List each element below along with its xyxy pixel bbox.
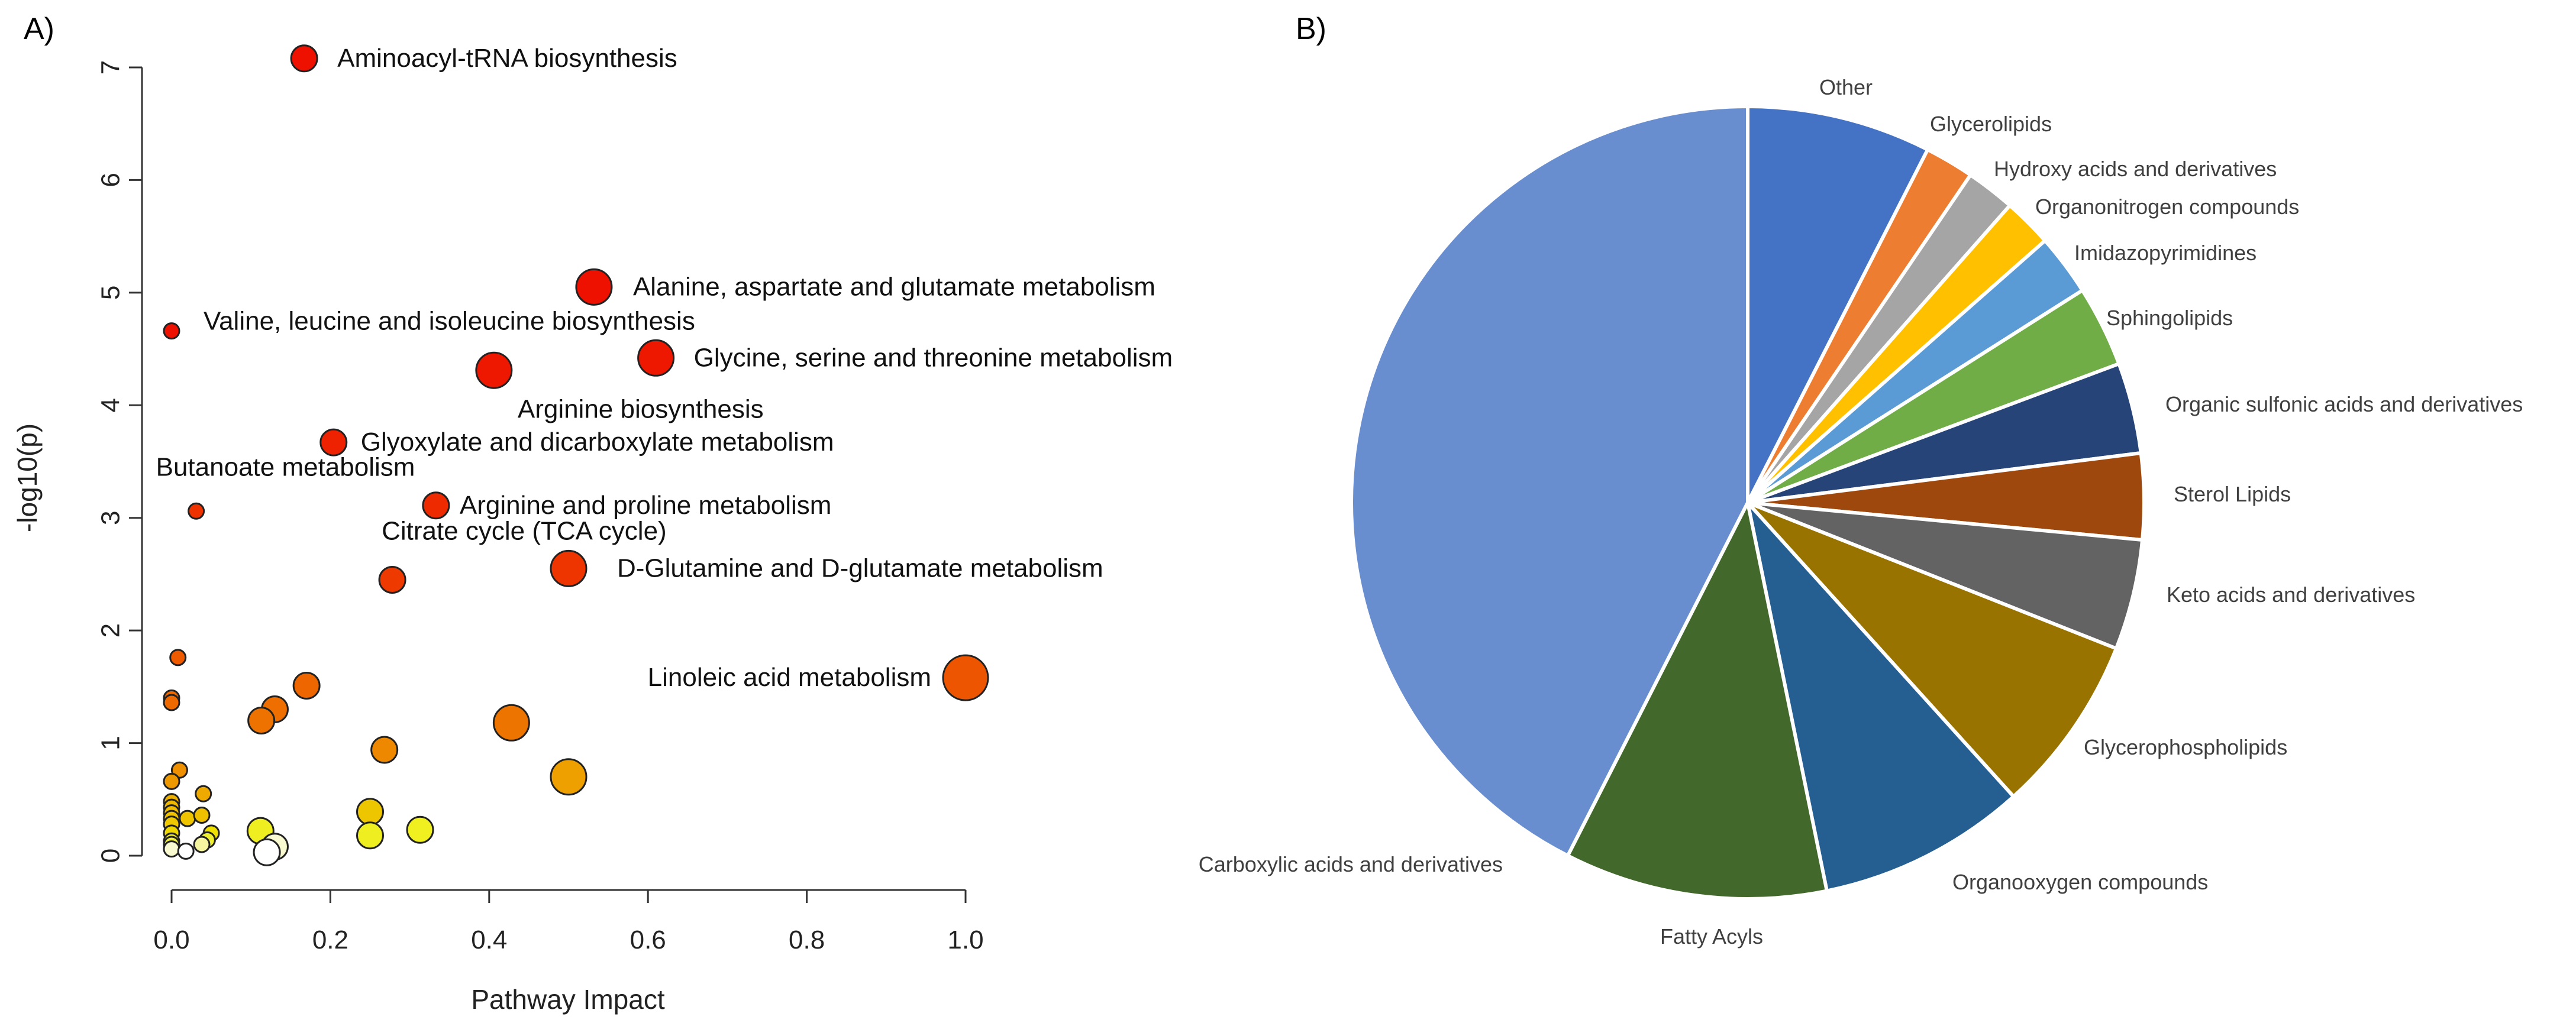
pie-slice-label: Other [1819,75,1873,99]
point-label: Citrate cycle (TCA cycle) [382,516,667,545]
x-tick-label: 0.0 [153,925,189,954]
pie-slice-label: Imidazopyrimidines [2074,241,2257,265]
scatter-points [163,44,989,866]
x-tick-label: 0.6 [630,925,666,954]
scatter-point-labeled [188,502,205,520]
x-axis-ticks: 0.0 0.2 0.4 0.6 0.8 1.0 [153,890,984,954]
y-tick-label: 4 [96,398,125,412]
pie-slice-label: Fatty Acyls [1660,924,1763,949]
y-tick-label: 2 [96,623,125,637]
point-label: Glyoxylate and dicarboxylate metabolism [361,428,834,457]
panel-label-a: A) [24,12,54,46]
x-tick-label: 1.0 [947,925,983,954]
pie-slices [1350,104,2146,901]
pie-slice-label: Organonitrogen compounds [2035,195,2299,219]
scatter-point-labeled [550,549,587,587]
point-label: Arginine biosynthesis [518,394,764,423]
y-tick-label: 6 [96,173,125,187]
x-tick-label: 0.8 [789,925,825,954]
scatter-point [195,785,212,802]
y-tick-label: 1 [96,736,125,750]
point-label: Butanoate metabolism [156,452,415,481]
y-tick-label: 7 [96,60,125,75]
pie-slice-label: Organic sulfonic acids and derivatives [2165,392,2523,416]
scatter-point [370,736,399,764]
scatter-panel: A) 0 1 2 3 4 5 6 7 0.0 0.2 0.4 0.6 0.8 1.0 Pathway I… [12,12,1173,1015]
point-label: Arginine and proline metabolism [460,491,832,520]
point-label: Aminoacyl-tRNA biosynthesis [337,44,677,73]
x-tick-label: 0.4 [471,925,507,954]
scatter-point [492,704,530,742]
pie-slice [1746,501,2119,800]
point-labels: Aminoacyl-tRNA biosynthesis Alanine, aspa… [156,44,1173,692]
scatter-point [292,671,321,700]
point-label: Valine, leucine and isoleucine biosynthe… [204,307,695,336]
scatter-point [356,821,384,850]
point-label: Glycine, serine and threonine metabolism [694,343,1173,372]
scatter-point [356,798,384,826]
pie-slice [1350,104,1749,859]
scatter-point-labeled [163,322,180,340]
y-axis-title: -log10(p) [12,423,43,532]
point-label: Linoleic acid metabolism [648,663,931,692]
pie-slice-label: Sterol Lipids [2174,482,2291,506]
pie-labels: Other Glycerolipids Hydroxy acids and deri… [1199,75,2523,949]
scatter-point [550,758,587,796]
pie-slice [1747,501,2145,651]
pie-slice-label: Glycerophospholipids [2084,735,2287,759]
point-label: Alanine, aspartate and glutamate metabol… [633,272,1155,301]
pie-panel: B) Other Glycerolipids Hydroxy acids and d… [1199,12,2523,949]
scatter-point [253,838,281,866]
pie-slice [1744,496,2016,894]
y-tick-label: 0 [96,849,125,863]
scatter-point-labeled [942,654,989,701]
pie-slice-label: Glycerolipids [1930,112,2052,136]
panel-label-b: B) [1296,12,1326,46]
scatter-point [193,806,211,824]
x-tick-label: 0.2 [312,925,348,954]
y-tick-label: 3 [96,510,125,525]
scatter-point [163,840,180,858]
scatter-point-labeled [319,428,348,457]
pie-slice-label: Carboxylic acids and derivatives [1199,852,1503,876]
pie-slice-label: Keto acids and derivatives [2167,582,2415,607]
y-axis-ticks: 0 1 2 3 4 5 6 7 [96,60,142,863]
y-tick-label: 5 [96,286,125,300]
scatter-point [193,836,211,853]
scatter-point-labeled [422,491,450,520]
scatter-point [177,842,195,860]
scatter-point [169,649,187,666]
pie-slice [1746,104,1931,504]
pie-slice-label: Organooxygen compounds [1952,870,2208,894]
scatter-point [406,815,434,844]
pie-slice [1565,497,1829,901]
scatter-point-labeled [378,565,406,594]
point-label: D-Glutamine and D-glutamate metabolism [617,554,1103,582]
pie-slice-label: Sphingolipids [2106,306,2233,330]
scatter-point-labeled [575,268,613,306]
scatter-point-labeled [290,44,318,73]
scatter-point-labeled [475,351,513,389]
scatter-point [247,706,276,734]
pie-slice-label: Hydroxy acids and derivatives [1994,157,2277,181]
scatter-point [163,694,180,711]
x-axis-title: Pathway Impact [471,984,664,1015]
scatter-point-labeled [637,339,675,377]
scatter-point [163,772,180,790]
scatter-point [179,810,196,827]
